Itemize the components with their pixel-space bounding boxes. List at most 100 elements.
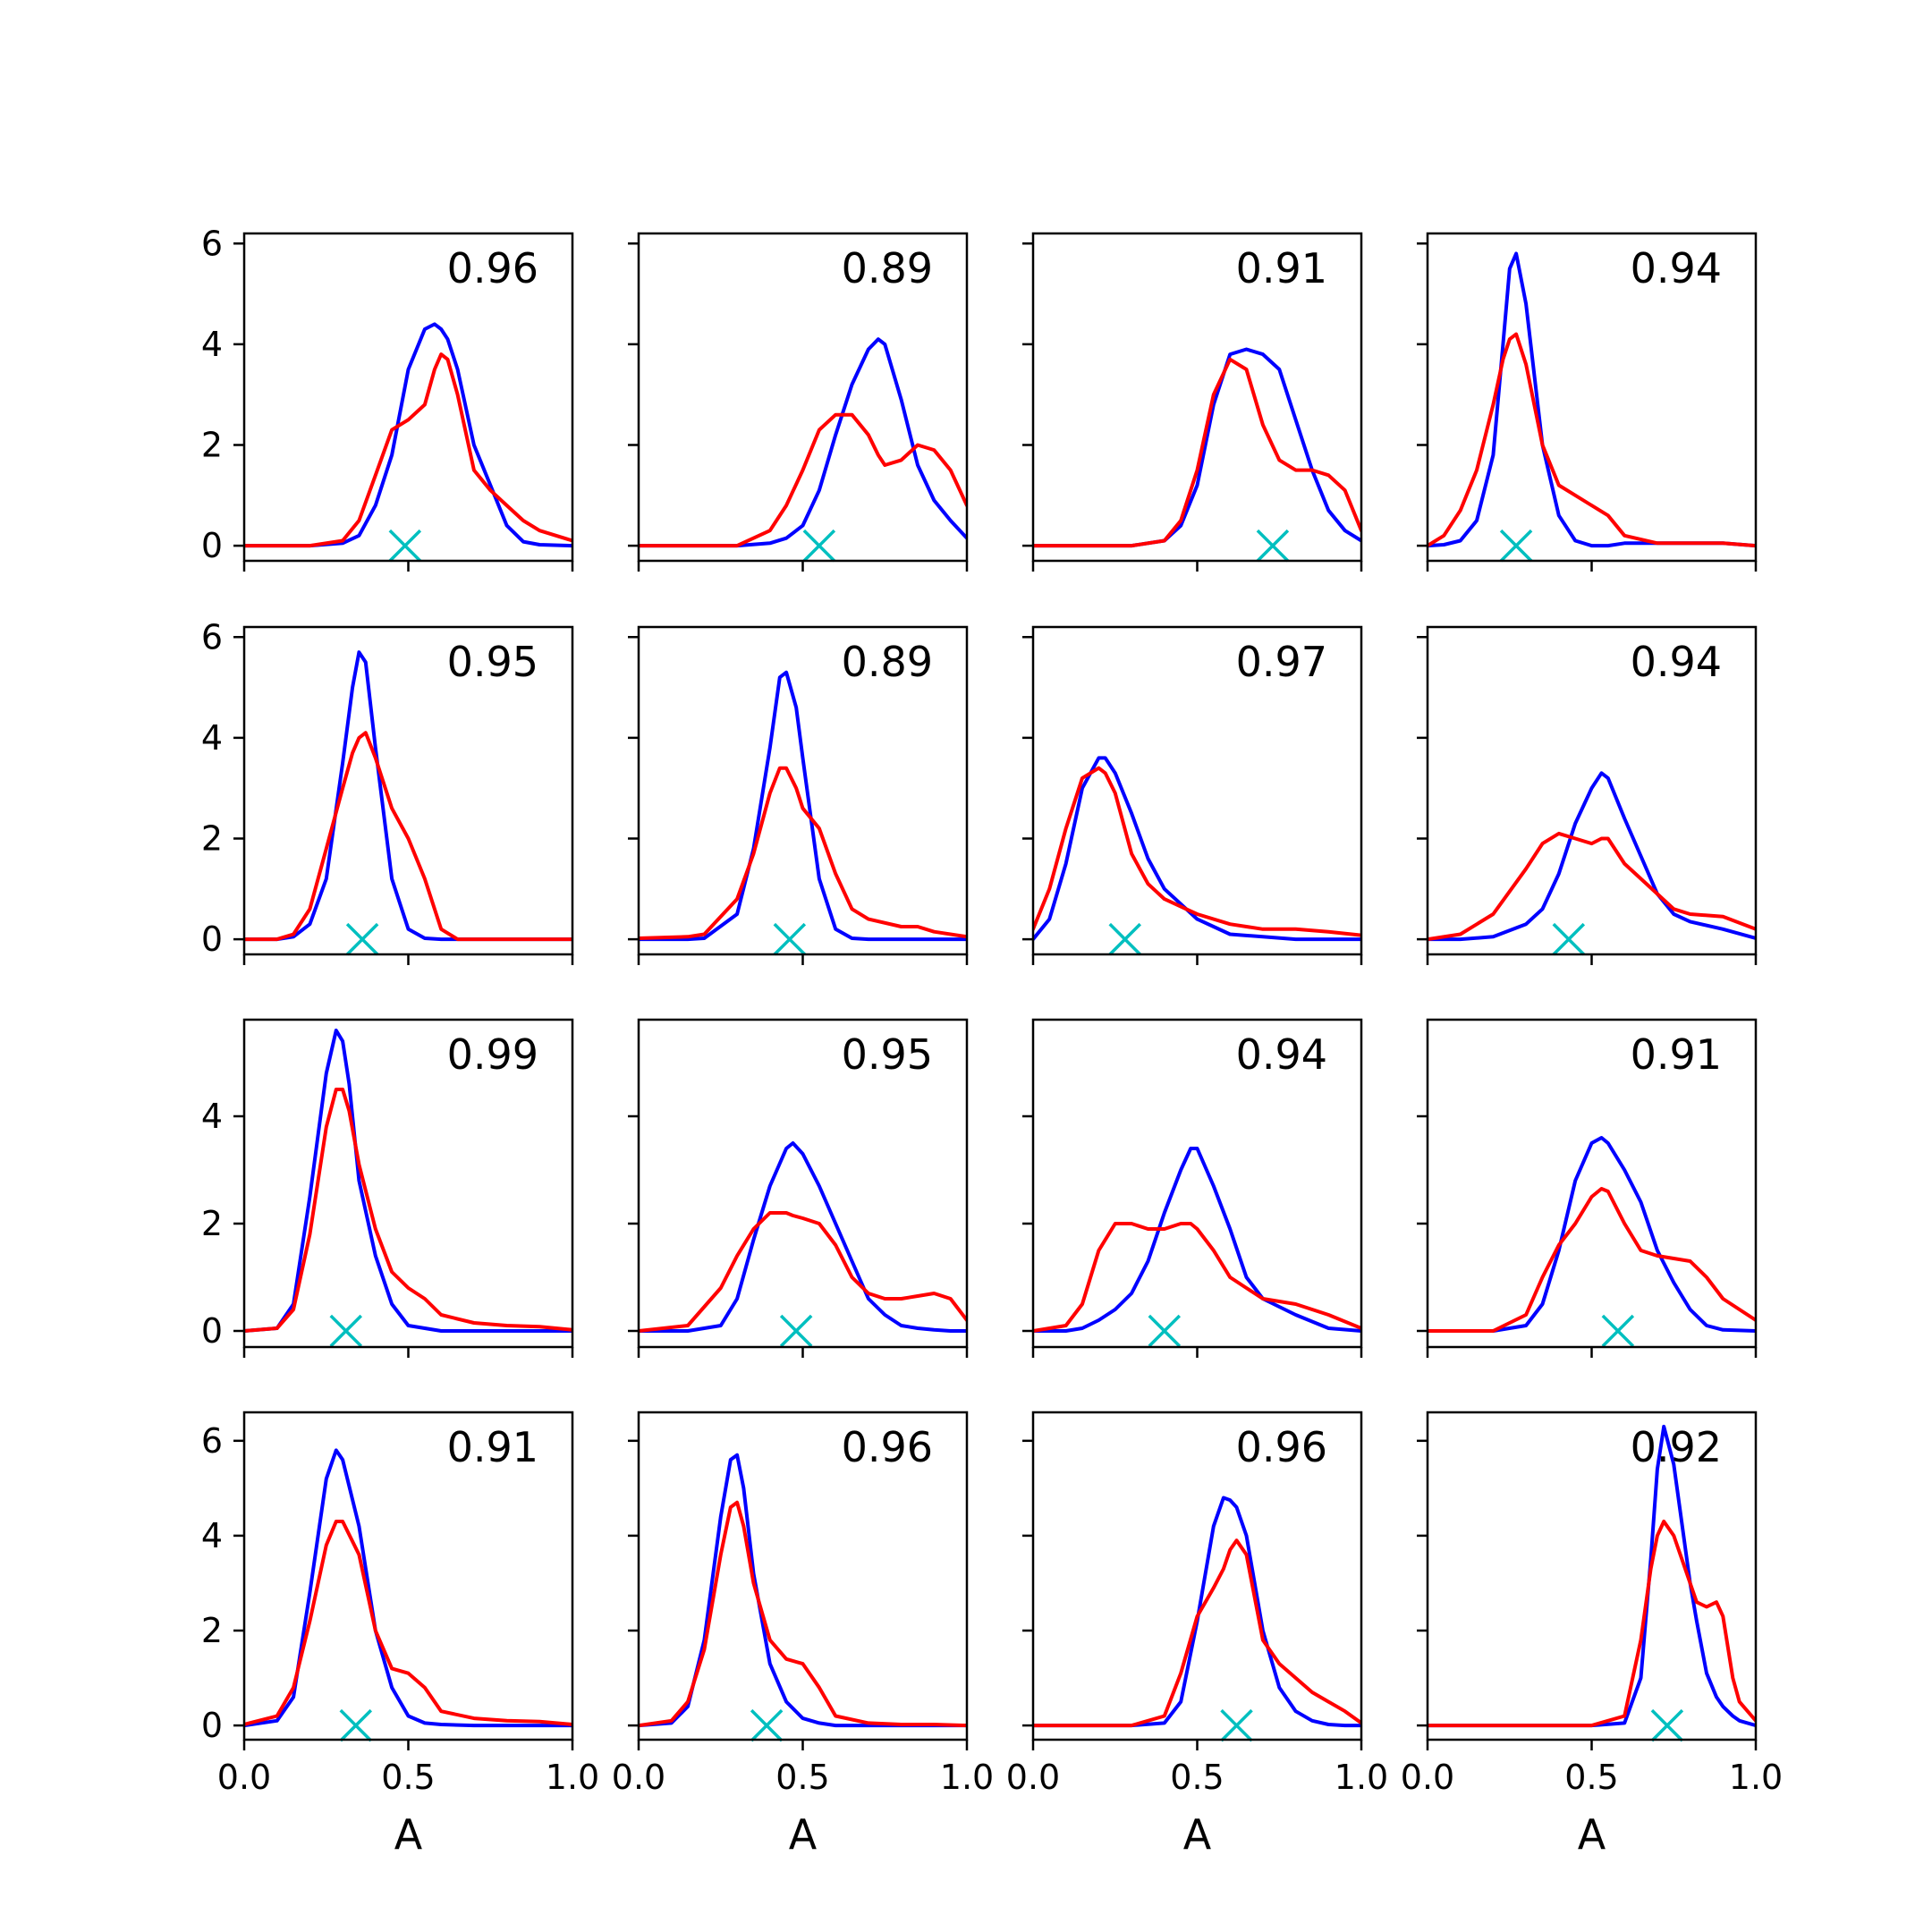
marker-x [1601,1314,1635,1348]
x-axis-label: A [789,1810,818,1859]
panel-annotation: 0.92 [1631,1423,1722,1471]
x-axis-label: A [1578,1810,1606,1859]
panel-2-2: 0.89 [628,625,969,965]
x-tick-label: 0.0 [612,1758,665,1797]
marker-x-stroke [1220,1708,1253,1742]
series-red-line [1033,357,1361,548]
panel-annotation: 0.89 [842,638,933,686]
series-blue-line [639,1141,967,1333]
y-tick-label: 0 [201,1706,223,1745]
x-tick-label: 1.0 [546,1758,599,1797]
series-blue-line [639,337,967,548]
marker-x-stroke [779,1314,813,1348]
marker-x-stroke [1499,529,1533,563]
panel-annotation: 0.95 [447,638,538,686]
x-axis-label: A [1183,1810,1212,1859]
marker-x-stroke [1148,1314,1182,1348]
marker-x-stroke [339,1708,373,1742]
panel-annotation: 0.96 [447,244,538,292]
marker-x-stroke [329,1314,363,1348]
series-red-line [1033,1538,1361,1728]
x-tick-label: 0.5 [381,1758,435,1797]
series-red-line [1033,766,1361,937]
y-tick-label: 4 [201,1097,223,1136]
marker-x [1650,1708,1684,1742]
panel-annotation: 0.96 [1236,1423,1327,1471]
panel-annotation: 0.94 [1631,638,1722,686]
panel-annotation: 0.94 [1631,244,1722,292]
series-blue-line [1428,1424,1756,1728]
series-red-line [1428,1187,1756,1333]
panel-4-1: 0.91 0.0 0.5 1.0 A 0 2 4 6 [201,1411,599,1859]
marker-x [1220,1708,1253,1742]
series-red-line [1428,831,1756,942]
series-red-line [1428,332,1756,548]
series-blue-line [244,322,572,548]
y-tick-label: 6 [201,617,223,657]
marker-x-stroke [750,1708,784,1742]
panel-annotation: 0.94 [1236,1030,1327,1079]
series-red-line [639,1211,967,1333]
series-red-line [639,766,967,940]
series-red-line [639,412,967,548]
marker-x-stroke [1552,922,1586,956]
series-blue-line [244,1029,572,1333]
marker-x [339,1708,373,1742]
marker-x-stroke [1108,922,1141,956]
x-tick-label: 0.5 [1170,1758,1224,1797]
series-blue-line [639,670,967,942]
series-red-line [244,1520,572,1726]
marker-x [802,529,836,563]
y-tick-label: 4 [201,325,223,364]
series-red-line [244,352,572,548]
x-tick-label: 1.0 [940,1758,994,1797]
series-blue-line [1033,1496,1361,1728]
y-tick-label: 2 [201,818,223,858]
series-red-line [244,731,572,942]
panel-annotation: 0.91 [447,1423,538,1471]
marker-x-stroke [1650,1708,1684,1742]
x-tick-label: 1.0 [1335,1758,1388,1797]
panel-2-4: 0.94 [1417,625,1758,965]
panel-annotation: 0.89 [842,244,933,292]
y-tick-label: 0 [201,1311,223,1351]
marker-x-stroke [802,529,836,563]
marker-x [1108,922,1141,956]
y-tick-label: 0 [201,919,223,959]
marker-x [1256,529,1290,563]
marker-x-stroke [773,922,807,956]
panel-annotation: 0.95 [842,1030,933,1079]
marker-x [345,922,379,956]
panel-annotation: 0.96 [842,1423,933,1471]
panel-1-2: 0.89 [628,232,969,572]
y-tick-label: 2 [201,1204,223,1243]
panel-annotation: 0.97 [1236,638,1327,686]
y-tick-label: 2 [201,1611,223,1650]
marker-x-stroke [345,922,379,956]
panel-3-4: 0.91 [1417,1018,1758,1358]
y-tick-label: 6 [201,1421,223,1461]
panel-3-3: 0.94 [1022,1018,1363,1358]
series-blue-line [1428,1136,1756,1333]
panel-2-3: 0.97 [1022,625,1363,965]
panel-1-4: 0.94 [1417,232,1758,572]
x-tick-label: 0.5 [775,1758,829,1797]
x-tick-label: 0.0 [1401,1758,1454,1797]
panel-annotation: 0.99 [447,1030,538,1079]
series-blue-line [1428,771,1756,942]
y-tick-label: 4 [201,718,223,758]
marker-x [1552,922,1586,956]
panel-1-3: 0.91 [1022,232,1363,572]
panel-annotation: 0.91 [1236,244,1327,292]
panel-4-3: 0.96 0.0 0.5 1.0 A [1006,1411,1388,1859]
panel-3-1: 0.99 0 2 4 [201,1018,574,1358]
panel-annotation: 0.91 [1631,1030,1722,1079]
y-tick-label: 2 [201,425,223,464]
x-tick-label: 0.0 [1006,1758,1060,1797]
x-tick-label: 0.5 [1564,1758,1618,1797]
series-blue-line [244,650,572,942]
series-red-line [244,1088,572,1333]
marker-x [388,529,422,563]
panel-2-1: 0.95 0 2 4 6 [201,617,574,965]
